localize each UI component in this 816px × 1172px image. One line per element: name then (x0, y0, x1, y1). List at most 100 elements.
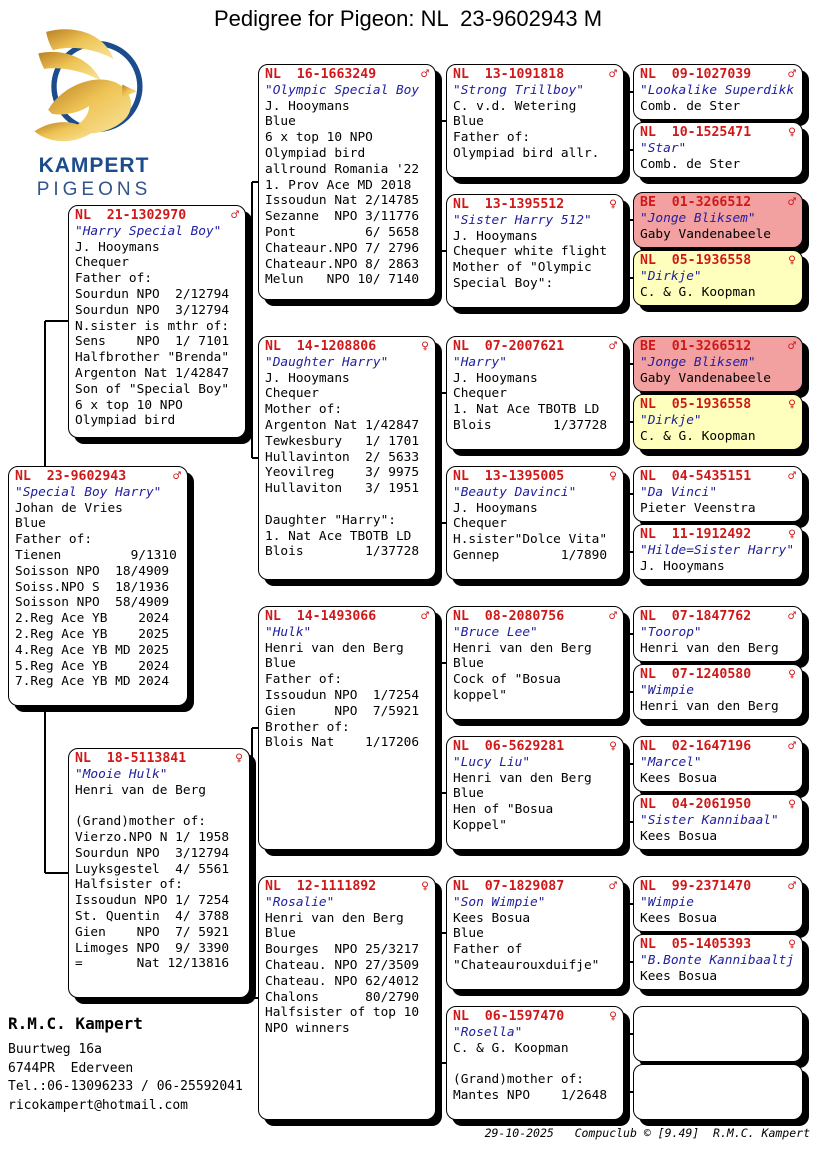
ring-number: NL 14-1208806 (265, 339, 377, 354)
female-icon: ♀ (421, 339, 429, 354)
pigeon-details: Henri van de Berg (Grand)mother of: Vier… (75, 782, 230, 972)
pedigree-box-mffm: NL 07-1240580 ♀ "Wimpie Henri van den Ber… (633, 664, 803, 720)
ring-number: NL 16-1663249 (265, 67, 377, 82)
connector-line (441, 392, 447, 394)
pedigree-box-fmfm: NL 05-1936558 ♀ "Dirkje" C. & G. Koopman (633, 394, 803, 450)
ring-number: NL 11-1912492 (640, 527, 752, 542)
connector-line (246, 320, 253, 322)
pedigree-box-mf: NL 14-1493066 ♂ "Hulk" Henri van den Berg… (258, 606, 436, 850)
pigeon-name: "B.Bonte Kannibaaltj (640, 952, 795, 968)
ring-number: NL 05-1936558 (640, 397, 752, 412)
pigeon-name: "Toorop" (640, 624, 702, 640)
pedigree-box-ffff: NL 09-1027039 ♂ "Lookalike Superdikk Comb… (633, 64, 803, 120)
connector-line (436, 181, 442, 183)
pigeon-details: Henri van den Berg Blue Cock of "Bosua k… (453, 640, 592, 703)
pigeon-owner: Kees Bosua (640, 910, 718, 926)
male-icon: ♂ (788, 609, 796, 624)
pedigree-box-fmm: NL 13-1395005 ♀ "Beauty Davinci" J. Hooym… (446, 466, 624, 580)
connector-line (629, 1091, 634, 1093)
pigeon-name: "Lookalike Superdikk (640, 82, 795, 98)
pigeon-name: "Wimpie (640, 682, 694, 698)
connector-line (44, 706, 46, 873)
ring-number: BE 01-3266512 (640, 339, 752, 354)
connector-line (441, 662, 447, 664)
connector-line (436, 727, 442, 729)
pedigree-box-mff: NL 08-2080756 ♂ "Bruce Lee" Henri van den… (446, 606, 624, 720)
ring-number: NL 07-1829087 (453, 879, 565, 894)
pigeon-details: Henri van den Berg Blue Father of: Issou… (265, 640, 420, 751)
pedigree-box-root: NL 23-9602943 ♂ "Special Boy Harry" Johan… (8, 466, 188, 706)
male-icon: ♂ (609, 339, 617, 354)
male-icon: ♂ (788, 469, 796, 484)
ring-number: NL 06-5629281 (453, 739, 565, 754)
connector-line (252, 457, 259, 459)
pedigree-box-mfff: NL 07-1847762 ♂ "Toorop" Henri van den Be… (633, 606, 803, 662)
connector-line (629, 691, 634, 693)
pigeon-name: "Bruce Lee" (453, 624, 538, 640)
connector-line (624, 250, 630, 252)
pedigree-box-ffm: NL 13-1395512 ♀ "Sister Harry 512" J. Hoo… (446, 194, 624, 308)
ring-number: NL 07-2007621 (453, 339, 565, 354)
female-icon: ♀ (788, 527, 796, 542)
owner-street: Buurtweg 16a (8, 1042, 102, 1057)
female-icon: ♀ (788, 937, 796, 952)
pigeon-name: "Star" (640, 140, 687, 156)
female-icon: ♀ (235, 751, 243, 766)
male-icon: ♂ (788, 879, 796, 894)
pigeon-owner: Henri van den Berg (640, 640, 779, 656)
connector-line (629, 961, 634, 963)
ring-number: NL 13-1091818 (453, 67, 565, 82)
pigeon-details: Kees Bosua Blue Father of "Chateaurouxdu… (453, 910, 600, 973)
pigeon-name: "Harry Special Boy" (75, 223, 222, 239)
male-icon: ♂ (788, 67, 796, 82)
pedigree-box-fff: NL 13-1091818 ♂ "Strong Trillboy" C. v.d.… (446, 64, 624, 178)
male-icon: ♂ (231, 208, 239, 223)
connector-line (628, 220, 630, 278)
ring-number: NL 10-1525471 (640, 125, 752, 140)
connector-line (45, 872, 69, 874)
connector-line (629, 551, 634, 553)
pigeon-owner: C. & G. Koopman (640, 428, 756, 444)
connector-line (629, 277, 634, 279)
pedigree-box-mm: NL 12-1111892 ♀ "Rosalie" Henri van den B… (258, 876, 436, 1120)
pigeon-details: Henri van den Berg Blue Hen of "Bosua Ko… (453, 770, 592, 833)
pigeon-name: "Da Vinci" (640, 484, 718, 500)
pigeon-name: "Sister Harry 512" (453, 212, 592, 228)
pigeon-owner: Comb. de Ster (640, 156, 741, 172)
pigeon-details: J. Hooymans Chequer white flight Mother … (453, 228, 608, 291)
pedigree-box-mmm: NL 06-1597470 ♀ "Rosella" C. & G. Koopman… (446, 1006, 624, 1120)
connector-line (436, 997, 442, 999)
ring-number: NL 05-1405393 (640, 937, 752, 952)
print-credits: 29-10-2025 Compuclub © [9.49] R.M.C. Kam… (484, 1126, 810, 1140)
owner-phone: Tel.:06-13096233 / 06-25592041 (8, 1079, 243, 1094)
connector-line (629, 149, 634, 151)
ring-number: NL 12-1111892 (265, 879, 377, 894)
page-title: Pedigree for Pigeon: NL 23-9602943 M (213, 6, 603, 31)
ring-number: NL 07-1240580 (640, 667, 752, 682)
pedigree-box-mmff: NL 99-2371470 ♂ "Wimpie Kees Bosua (633, 876, 803, 932)
male-icon: ♂ (609, 67, 617, 82)
connector-line (624, 1062, 630, 1064)
connector-line (45, 320, 69, 322)
ring-number: NL 05-1936558 (640, 253, 752, 268)
pigeon-name: "Rosalie" (265, 894, 335, 910)
female-icon: ♀ (609, 1009, 617, 1024)
female-icon: ♀ (788, 667, 796, 682)
connector-line (629, 763, 634, 765)
pigeon-name: "Dirkje" (640, 412, 702, 428)
ring-number: NL 99-2371470 (640, 879, 752, 894)
pigeon-owner: Henri van den Berg (640, 698, 779, 714)
pedigree-box-fmff: BE 01-3266512 ♂ "Jonge Bliksem" Gaby Vand… (633, 336, 803, 392)
kampert-pigeons-logo: KAMPERT PIGEONS (16, 26, 172, 201)
connector-line (441, 522, 447, 524)
ring-number: NL 06-1597470 (453, 1009, 565, 1024)
connector-line (629, 91, 634, 93)
ring-number: NL 07-1847762 (640, 609, 752, 624)
connector-line (252, 181, 259, 183)
connector-line (441, 120, 447, 122)
connector-line (624, 392, 630, 394)
pigeon-name: "Mooie Hulk" (75, 766, 168, 782)
pedigree-box-fm: NL 14-1208806 ♀ "Daughter Harry" J. Hooym… (258, 336, 436, 580)
pedigree-box-father: NL 21-1302970 ♂ "Harry Special Boy" J. Ho… (68, 205, 246, 438)
